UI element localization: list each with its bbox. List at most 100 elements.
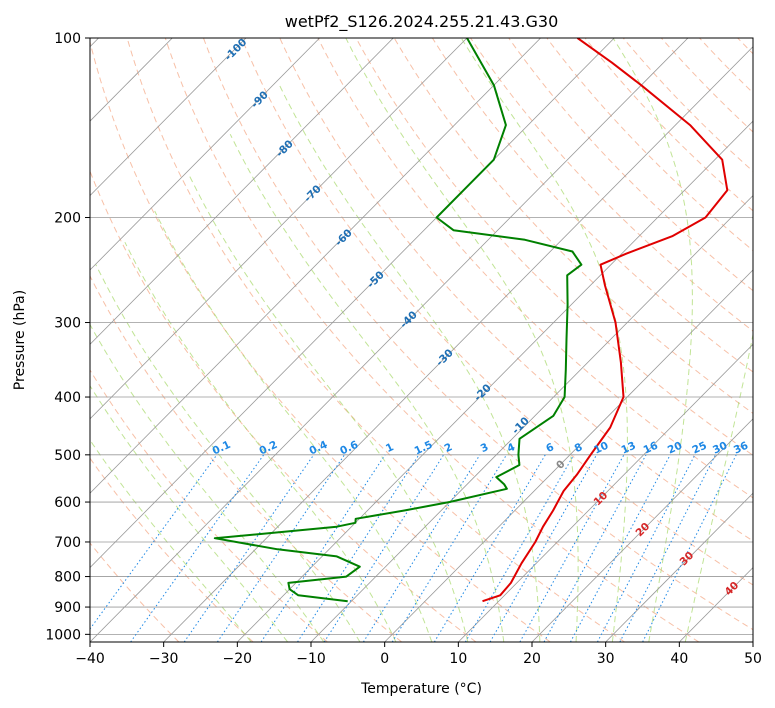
dry-adiabat-line (126, 38, 625, 642)
dry-adiabat-line (355, 38, 753, 456)
mixing-ratio-line (596, 454, 696, 642)
isotherm-line (605, 492, 753, 642)
mixing-ratio-label: 6 (544, 441, 556, 455)
dry-adiabat-line (431, 38, 753, 373)
moist-adiabat-line (90, 439, 252, 642)
y-tick-label: 300 (54, 316, 81, 332)
plot-frame (89, 37, 754, 643)
moist-adiabat-line (90, 384, 289, 642)
mixing-ratio-line (216, 454, 345, 642)
y-tick-label: 900 (54, 600, 81, 616)
mixing-ratio-line (130, 454, 265, 642)
mixing-ratio-line (260, 454, 386, 642)
mixing-ratio-line (362, 454, 481, 642)
isotherm-line (90, 38, 689, 642)
isotherm-line (310, 194, 753, 642)
isotherm-label: 30 (677, 549, 696, 568)
mixing-ratio-line (433, 454, 546, 642)
isotherm-line (531, 418, 753, 642)
isotherm-label: -60 (333, 227, 355, 249)
dry-adiabat-line (90, 457, 254, 642)
x-tick-label: −40 (75, 651, 105, 667)
moist-adiabat-line (154, 210, 433, 642)
background-lines (90, 38, 753, 642)
isotherm-line (90, 38, 615, 569)
mixing-ratio-line (489, 454, 597, 642)
isotherm-label: -90 (249, 89, 271, 111)
moist-adiabat-line (90, 323, 325, 642)
isotherm-line (90, 38, 541, 494)
dry-adiabat-line (90, 40, 551, 642)
mixing-ratio-line (569, 454, 671, 642)
isotherm-line (752, 641, 753, 642)
mixing-ratio-label: 10 (592, 440, 610, 457)
moist-adiabat-line (95, 264, 361, 642)
mixing-ratio-label: 36 (732, 440, 750, 457)
y-tick-label: 400 (54, 390, 81, 406)
mixing-ratio-line (391, 454, 507, 642)
y-tick-label: 700 (54, 535, 81, 551)
isotherm-label: -50 (365, 269, 387, 291)
x-tick-label: −10 (296, 651, 326, 667)
isotherm-label: 10 (591, 489, 610, 508)
mixing-ratio-label: 1 (384, 441, 396, 455)
mixing-ratio-label: 2 (443, 441, 455, 455)
moist-adiabat-line (345, 38, 579, 642)
mixing-ratio-line (90, 454, 218, 630)
temperature-series-line (482, 38, 729, 603)
isotherm-label: 0 (554, 458, 568, 472)
y-tick-label: 600 (54, 495, 81, 511)
y-tick-label: 800 (54, 570, 81, 586)
x-axis-label: Temperature (°C) (360, 681, 482, 697)
isotherm-line (163, 46, 753, 642)
dry-adiabat-line (546, 38, 753, 252)
mixing-ratio-label: 4 (505, 441, 517, 455)
x-tick-label: −30 (149, 651, 179, 667)
dry-adiabat-line (584, 38, 753, 212)
mixing-ratio-line (519, 454, 625, 642)
isotherm-line (90, 38, 468, 420)
mixing-ratio-line (619, 454, 716, 642)
y-tick-label: 1000 (45, 627, 81, 643)
mixing-ratio-label: 30 (711, 440, 729, 457)
x-tick-label: 40 (670, 651, 688, 667)
x-tick-label: 10 (449, 651, 467, 667)
line-labels: -100-90-80-70-60-50-40-30-20-10010203040… (211, 36, 751, 598)
x-tick-label: −20 (223, 651, 253, 667)
mixing-ratio-line (297, 454, 420, 642)
isotherm-line (90, 38, 247, 197)
moist-adiabat-line (460, 38, 628, 642)
mixing-ratio-label: 13 (619, 440, 637, 457)
dry-adiabat-line (164, 38, 700, 642)
profile-series (213, 38, 729, 603)
chart-title: wetPf2_S126.2024.255.21.43.G30 (285, 12, 559, 32)
mixing-ratio-label: 3 (479, 441, 491, 455)
dry-adiabat-line (241, 38, 753, 586)
dry-adiabat-line (660, 38, 753, 133)
axes: −40 −30 −20 −10 0 10 20 30 40 5010020030040050060… (45, 31, 762, 667)
mixing-ratio-line (642, 454, 737, 642)
moist-adiabat-line (279, 84, 541, 642)
isotherm-line (237, 120, 753, 642)
x-tick-label: 20 (523, 651, 541, 667)
moist-adiabat-line (612, 38, 693, 642)
moist-adiabat-line (684, 332, 753, 642)
mixing-ratio-label: 25 (691, 440, 709, 457)
x-tick-label: 0 (380, 651, 389, 667)
y-axis-label: Pressure (hPa) (12, 290, 28, 390)
y-tick-label: 100 (54, 31, 81, 47)
y-tick-label: 500 (54, 448, 81, 464)
dry-adiabat-line (508, 38, 753, 292)
moist-adiabat-line (124, 241, 397, 642)
dewpoint-series-line (213, 38, 583, 603)
dry-adiabat-line (470, 38, 753, 332)
mixing-ratio-line (183, 454, 315, 642)
mixing-ratio-line (323, 454, 445, 642)
dry-adiabat-line (202, 38, 753, 631)
x-tick-label: 30 (597, 651, 615, 667)
mixing-ratio-label: 8 (573, 441, 585, 455)
y-tick-label: 200 (54, 211, 81, 227)
isotherm-label: -100 (222, 36, 249, 63)
dry-adiabat-line (622, 38, 753, 172)
